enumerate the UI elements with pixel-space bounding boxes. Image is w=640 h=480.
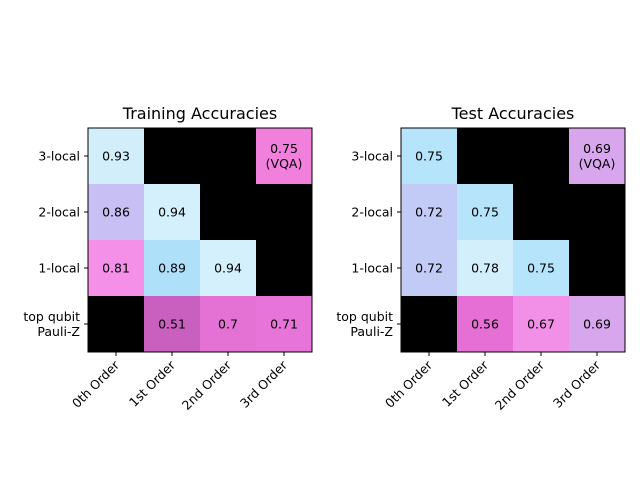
heatmap-cell <box>144 184 200 240</box>
cell-value-label: 0.78 <box>471 261 499 276</box>
cell-value-label: 0.75 <box>527 261 555 276</box>
x-tick-label: 2nd Order <box>492 357 548 413</box>
y-tick-label: top qubit Pauli-Z <box>23 309 80 339</box>
chart-title: Training Accuracies <box>122 104 277 123</box>
heatmap-panel-1: 0.93 0.75 (VQA) 0.86 0.94 0.81 0.89 0.94 0.51 0.7… <box>23 104 313 413</box>
heatmap-cell <box>88 240 144 296</box>
cell-value-label: 0.69 (VQA) <box>579 141 616 171</box>
cell-value-label: 0.75 <box>471 205 499 220</box>
heatmap-cell <box>200 296 256 352</box>
x-tick-label: 0th Order <box>382 357 436 411</box>
cell-value-label: 0.75 <box>415 149 443 164</box>
y-tick-label: 3-local <box>38 149 80 164</box>
heatmap-cell <box>401 240 457 296</box>
heatmap-frame <box>400 127 626 353</box>
cell-value-label: 0.7 <box>218 317 238 332</box>
y-tick-label: 2-local <box>351 205 393 220</box>
heatmap-cell <box>401 128 457 184</box>
chart-title: Test Accuracies <box>451 104 575 123</box>
heatmap-cell <box>569 128 625 184</box>
cell-value-label: 0.72 <box>415 205 443 220</box>
x-tick-label: 0th Order <box>69 357 123 411</box>
cell-value-label: 0.75 (VQA) <box>266 141 303 171</box>
heatmap-cell <box>144 240 200 296</box>
cell-value-label: 0.89 <box>158 261 186 276</box>
x-tick-label: 1st Order <box>439 357 492 410</box>
y-tick-label: 1-local <box>351 261 393 276</box>
heatmap-cell <box>513 296 569 352</box>
cell-value-label: 0.56 <box>471 317 499 332</box>
heatmap-frame <box>87 127 313 353</box>
y-tick-label: 3-local <box>351 149 393 164</box>
y-tick-label: top qubit Pauli-Z <box>336 309 393 339</box>
heatmap-cell <box>256 128 312 184</box>
x-tick-label: 3rd Order <box>550 357 604 411</box>
cell-value-label: 0.71 <box>270 317 298 332</box>
heatmap-cell <box>256 296 312 352</box>
heatmap-cell <box>457 296 513 352</box>
heatmap-cell <box>569 296 625 352</box>
x-tick-label: 3rd Order <box>237 357 291 411</box>
cell-value-label: 0.86 <box>102 205 130 220</box>
cell-value-label: 0.94 <box>214 261 242 276</box>
heatmap-cell <box>200 240 256 296</box>
cell-value-label: 0.81 <box>102 261 130 276</box>
cell-value-label: 0.67 <box>527 317 555 332</box>
cell-value-label: 0.93 <box>102 149 130 164</box>
heatmap-cell <box>144 296 200 352</box>
x-tick-label: 2nd Order <box>179 357 235 413</box>
y-tick-label: 2-local <box>38 205 80 220</box>
heatmap-cell <box>513 240 569 296</box>
heatmap-cell <box>88 184 144 240</box>
heatmap-cell <box>401 184 457 240</box>
heatmap-cell <box>457 184 513 240</box>
y-tick-label: 1-local <box>38 261 80 276</box>
heatmap-cell <box>88 128 144 184</box>
heatmap-cell <box>457 240 513 296</box>
x-tick-label: 1st Order <box>126 357 179 410</box>
cell-value-label: 0.72 <box>415 261 443 276</box>
cell-value-label: 0.94 <box>158 205 186 220</box>
heatmap-panel-2: 0.75 0.69 (VQA) 0.72 0.75 0.72 0.78 0.75 0.56 0.6… <box>336 104 626 413</box>
cell-value-label: 0.69 <box>583 317 611 332</box>
cell-value-label: 0.51 <box>158 317 186 332</box>
